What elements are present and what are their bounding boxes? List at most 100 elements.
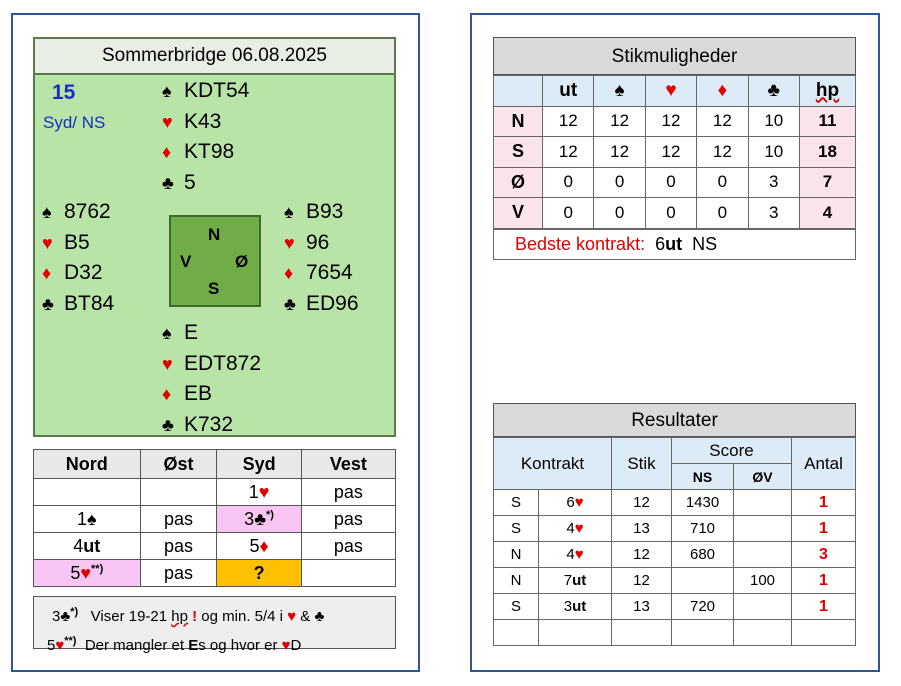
club-icon: ♣ — [42, 293, 54, 314]
note-line-2: 5♥**) Der mangler et Es og hvor er ♥D — [47, 635, 302, 654]
deal-diagram: Sommerbridge 06.08.2025 15 Syd/ NS ♠ KDT5… — [33, 37, 396, 437]
west-hearts: B5 — [64, 230, 90, 254]
diamond-icon: ♦ — [42, 263, 52, 283]
bidding-notes: 3♣*) Viser 19-21 hp ! og min. 5/4 i ♥ & … — [33, 596, 396, 654]
east-clubs: ED96 — [306, 291, 359, 315]
heart-icon: ♥ — [284, 232, 295, 253]
bid-question-cell[interactable]: ? — [216, 559, 302, 587]
bid-cell: pas — [139, 505, 218, 533]
results-row: S 4♥ 13 710 1 — [493, 515, 856, 542]
board-number: 15 — [52, 81, 76, 104]
heart-icon: ♥ — [644, 75, 698, 107]
spade-icon: ♠ — [42, 202, 52, 222]
bid-cell: 1♠ — [33, 505, 141, 533]
north-clubs: 5 — [184, 170, 196, 194]
south-hearts: EDT872 — [184, 351, 262, 375]
dd-row: S 12 12 12 12 10 18 — [493, 136, 856, 168]
heart-icon: ♥ — [258, 481, 270, 502]
results-header-contract: Kontrakt — [493, 437, 612, 490]
bidding-row: 4ut pas 5♦ pas — [33, 532, 397, 560]
results-header-tricks: Stik — [611, 437, 672, 490]
west-diamonds: D32 — [64, 261, 103, 284]
heart-icon: ♥ — [574, 520, 584, 537]
dd-header-nt: ut — [541, 75, 595, 107]
bid-cell: pas — [300, 532, 397, 560]
bid-cell-alerted: 5♥**) — [33, 559, 141, 587]
club-icon: ♣ — [314, 608, 325, 625]
club-icon: ♣ — [254, 508, 266, 529]
heart-icon: ♥ — [281, 637, 291, 654]
bid-cell: pas — [139, 559, 218, 587]
heart-icon: ♥ — [42, 232, 53, 253]
east-hand: ♠ B93 ♥ 96 ♦ 7654 ♣ ED96 — [284, 197, 359, 319]
north-hand: ♠ KDT54 ♥ K43 ♦ KT98 ♣ 5 — [162, 76, 249, 198]
club-icon: ♣ — [60, 608, 71, 625]
north-diamonds: KT98 — [184, 140, 235, 163]
south-diamonds: EB — [184, 382, 213, 405]
bid-cell-alerted: 3♣*) — [216, 505, 302, 533]
south-spades: E — [184, 321, 199, 344]
east-hearts: 96 — [306, 230, 330, 254]
diamond-icon: ♦ — [259, 535, 269, 556]
spade-icon: ♠ — [284, 202, 294, 222]
east-spades: B93 — [306, 200, 344, 223]
bid-cell: pas — [300, 505, 397, 533]
bidding-table: Nord Øst Syd Vest 1♥ pas 1♠ pas 3♣*) pas… — [33, 449, 397, 587]
results-title: Resultater — [493, 403, 856, 437]
results-table: Kontrakt Stik Score Antal NS ØV S 6♥ 12 … — [493, 437, 856, 646]
heart-icon: ♥ — [55, 637, 65, 654]
north-hearts: K43 — [184, 109, 222, 133]
compass-box: N V Ø S — [169, 215, 261, 307]
west-hand: ♠ 8762 ♥ B5 ♦ D32 ♣ BT84 — [42, 197, 114, 319]
compass-south: S — [208, 279, 220, 298]
heart-icon: ♥ — [80, 562, 92, 583]
heart-icon: ♥ — [574, 546, 584, 563]
bid-cell: pas — [139, 532, 218, 560]
results-row: N 7ut 12 100 1 — [493, 567, 856, 594]
bidding-header-south: Syd — [216, 449, 302, 479]
club-icon: ♣ — [162, 414, 174, 435]
heart-icon: ♥ — [574, 494, 584, 511]
dealer-vulnerability: Syd/ NS — [43, 113, 106, 132]
west-clubs: BT84 — [64, 291, 115, 315]
heart-icon: ♥ — [162, 353, 173, 374]
note-line-1: 3♣*) Viser 19-21 hp ! og min. 5/4 i ♥ & … — [52, 606, 325, 625]
dd-row: Ø 0 0 0 0 3 7 — [493, 166, 856, 198]
results-row: S 6♥ 12 1430 1 — [493, 489, 856, 516]
bid-cell: pas — [300, 478, 397, 506]
results-header-ns: NS — [671, 463, 734, 490]
results-row: S 3ut 13 720 1 — [493, 593, 856, 620]
bidding-header-north: Nord — [33, 449, 141, 479]
diamond-icon: ♦ — [162, 384, 172, 404]
bidding-header-west: Vest — [300, 449, 397, 479]
compass-west: V — [180, 252, 192, 271]
results-row: N 4♥ 12 680 3 — [493, 541, 856, 568]
diamond-icon: ♦ — [284, 263, 294, 283]
deal-title: Sommerbridge 06.08.2025 — [35, 39, 394, 75]
spade-icon: ♠ — [593, 75, 646, 107]
heart-icon: ♥ — [287, 608, 297, 625]
east-diamonds: 7654 — [306, 261, 353, 284]
heart-icon: ♥ — [162, 111, 173, 132]
dd-title: Stikmuligheder — [493, 37, 856, 75]
spade-icon: ♠ — [87, 508, 97, 529]
north-spades: KDT54 — [184, 79, 250, 102]
results-header-count: Antal — [791, 437, 856, 490]
dd-row: N 12 12 12 12 10 11 — [493, 105, 856, 137]
bid-cell: 1♥ — [216, 478, 302, 506]
spade-icon: ♠ — [162, 81, 172, 101]
diamond-icon: ♦ — [162, 142, 172, 162]
bidding-row: 5♥**) pas ? — [33, 559, 397, 587]
dd-row: V 0 0 0 0 3 4 — [493, 197, 856, 229]
bidding-header-east: Øst — [139, 449, 218, 479]
diamond-icon: ♦ — [696, 75, 749, 107]
club-icon: ♣ — [747, 75, 801, 107]
results-header-score: Score — [671, 437, 792, 464]
compass-east: Ø — [235, 252, 249, 271]
results-header-ew: ØV — [733, 463, 792, 490]
bid-cell: 4ut — [33, 532, 141, 560]
south-hand: ♠ E ♥ EDT872 ♦ EB ♣ K732 — [162, 318, 261, 440]
bid-cell: 5♦ — [216, 532, 302, 560]
best-contract: Bedste kontrakt: 6ut NS — [493, 229, 856, 260]
dd-header-hp: hp — [799, 75, 856, 107]
